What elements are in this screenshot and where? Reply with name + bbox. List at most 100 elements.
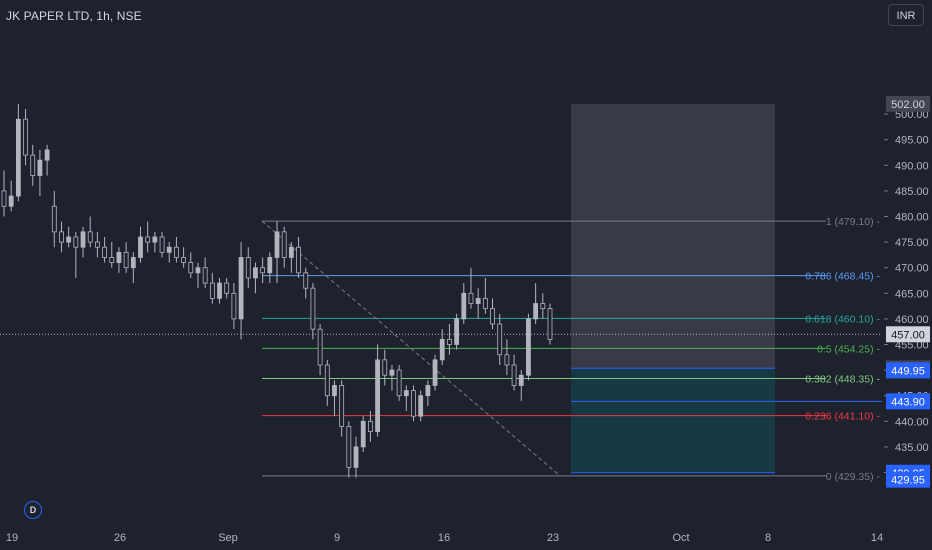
candle-body [181, 257, 187, 263]
price-label-tag [886, 326, 930, 343]
stop-loss-zone [571, 103, 775, 369]
candle-body [310, 287, 316, 330]
candle-body [59, 231, 64, 243]
fib-level-label: 0 (429.35) - [826, 471, 881, 483]
y-axis-tick-label: 495.00 [895, 135, 929, 147]
candle-body [511, 364, 517, 386]
candle-body [482, 298, 488, 310]
candle-body [274, 231, 280, 258]
candle-body [288, 246, 294, 258]
y-axis-tick-label: 465.00 [895, 288, 929, 300]
candle-body [152, 236, 158, 243]
candle-body [159, 236, 165, 253]
candle-body [540, 303, 546, 310]
candle-body [109, 257, 115, 263]
y-axis-tick-label: 500.00 [895, 109, 929, 121]
candle-body [44, 149, 50, 161]
candle-body [209, 282, 215, 299]
candle-body [518, 374, 524, 386]
candle-body [195, 267, 201, 274]
candle-body [145, 236, 151, 243]
candle-body [504, 354, 510, 366]
candle-body [468, 292, 474, 304]
tradingview-logo[interactable]: D [24, 501, 42, 519]
price-label: 443.90 [891, 396, 925, 408]
candle-body [174, 246, 179, 258]
candle-body [526, 318, 531, 376]
candle-body [260, 267, 266, 274]
candle-body [138, 236, 143, 258]
candle-body [8, 195, 14, 207]
candle-body [475, 298, 481, 304]
candle-body [231, 292, 237, 320]
candle-body [238, 257, 244, 320]
candle-body [497, 323, 503, 356]
candle-body [360, 420, 366, 448]
candle-body [317, 328, 323, 366]
x-axis-tick-label: 23 [547, 532, 559, 544]
candle-body [73, 236, 79, 248]
y-axis-tick-label: 440.00 [895, 416, 929, 428]
candle-body [432, 359, 438, 386]
candle-body [425, 385, 431, 397]
x-axis-tick-label: 16 [438, 532, 450, 544]
candle-body [87, 231, 93, 243]
candle-body [411, 390, 416, 417]
y-axis-tick-label: 460.00 [895, 314, 929, 326]
candle-body [490, 308, 495, 325]
candle-body [339, 385, 345, 427]
y-axis-tick-label: 480.00 [895, 212, 929, 224]
candle-body [324, 364, 330, 397]
y-axis-tick-label: 435.00 [895, 442, 929, 454]
x-axis-tick-label: 14 [871, 532, 883, 544]
fib-level-label: 0.382 (448.35) - [805, 374, 880, 386]
candle-body [389, 369, 395, 376]
currency-selector[interactable]: INR [888, 4, 924, 26]
fib-level-label: 0.5 (454.25) - [817, 343, 881, 355]
candle-body [461, 292, 467, 320]
price-label-tag [886, 393, 930, 410]
candle-body [217, 282, 222, 299]
candle-body [188, 262, 194, 274]
candle-body [353, 446, 359, 468]
candle-body [245, 257, 251, 279]
candle-body [367, 420, 373, 432]
candle-body [123, 251, 129, 269]
candle-body [267, 257, 273, 274]
candle-body [37, 159, 43, 176]
candle-body [533, 303, 539, 320]
target-zone [571, 368, 775, 473]
candle-body [447, 338, 452, 345]
candle-body [94, 241, 100, 248]
y-axis-tick-label: 470.00 [895, 263, 929, 275]
y-axis-tick-label: 455.00 [895, 340, 929, 352]
price-label-tag [886, 95, 930, 112]
candle-body [303, 272, 309, 289]
fib-level-label: 0.786 (468.45) - [805, 271, 880, 283]
candle-body [224, 282, 230, 294]
candle-body [102, 246, 107, 258]
candle-body [346, 426, 352, 468]
candle-body [80, 231, 86, 248]
candle-body [296, 246, 301, 274]
fib-level-label: 0.618 (460.10) - [805, 313, 880, 325]
fib-trend-line [261, 220, 561, 477]
candle-body [332, 385, 337, 397]
price-label: 429.95 [891, 475, 925, 487]
price-label-tag [886, 362, 930, 379]
candle-body [116, 251, 122, 263]
price-label: 449.95 [891, 365, 925, 377]
x-axis-tick-label: 19 [6, 532, 18, 544]
fib-level-label: 1 (479.10) - [826, 216, 881, 228]
candle-body [23, 118, 28, 156]
x-axis-tick-label: 26 [114, 532, 126, 544]
candle-body [130, 257, 136, 269]
candle-body [382, 359, 388, 376]
candle-body [202, 267, 208, 284]
candle-body [396, 369, 402, 397]
chart-title: JK PAPER LTD, 1h, NSE [6, 9, 142, 23]
y-axis-tick-label: 490.00 [895, 160, 929, 172]
price-label: 457.00 [891, 329, 925, 341]
x-axis-tick-label: Sep [218, 532, 238, 544]
